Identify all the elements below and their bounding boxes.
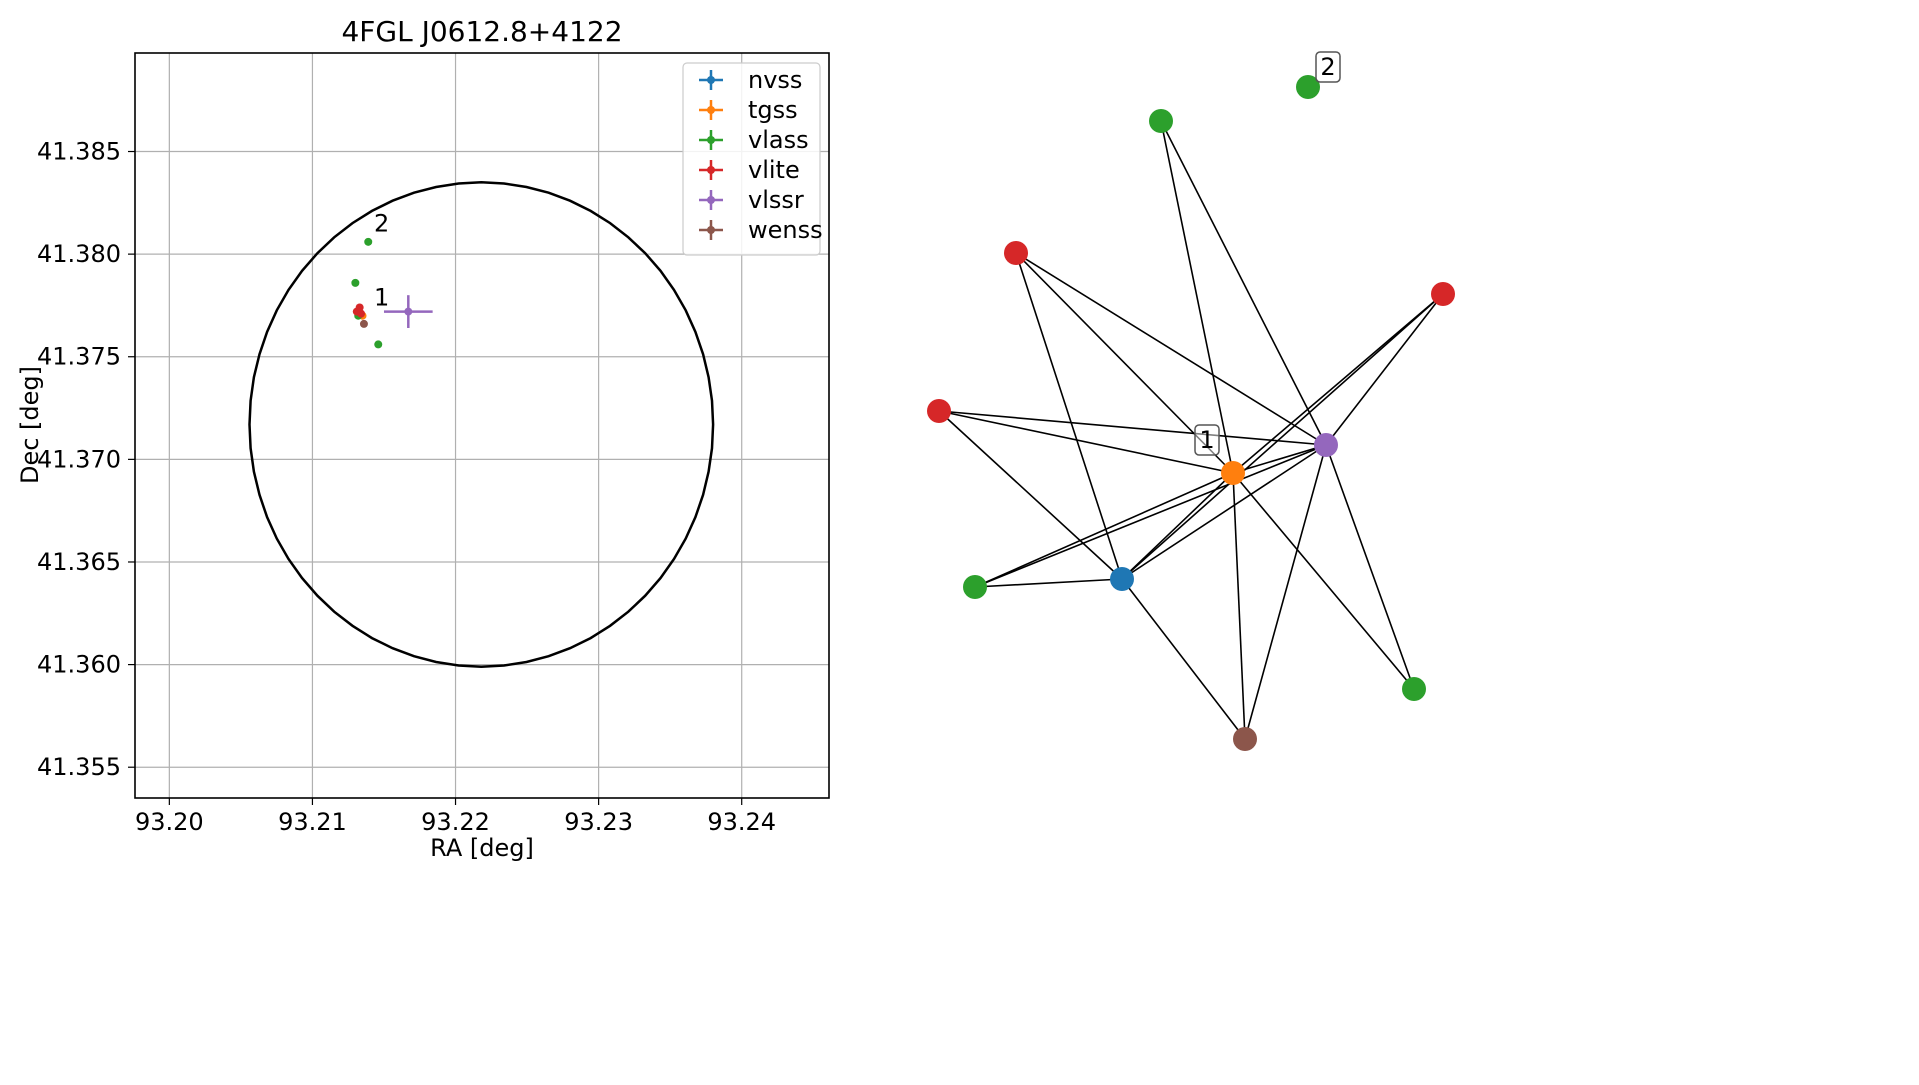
y-tick-label: 41.375 (37, 343, 121, 371)
graph-edge (1232, 472, 1415, 690)
graph-node (963, 575, 987, 599)
graph-edge (1121, 472, 1234, 580)
vlass-point (351, 278, 360, 287)
y-tick-label: 41.380 (37, 240, 121, 268)
annotations: 21 (374, 210, 389, 312)
legend-vlass-marker-dot (707, 136, 715, 144)
graph-edge (1015, 252, 1327, 446)
graph-edge (938, 410, 1327, 446)
graph-label-text: 2 (1320, 53, 1335, 81)
graph-edge (1121, 578, 1246, 740)
graph-edge (1160, 120, 1327, 446)
graph-edge (1325, 444, 1415, 690)
graph-node (1110, 567, 1134, 591)
vlite-point (357, 309, 366, 318)
graph-edge (1121, 293, 1444, 580)
annotation-label: 1 (374, 283, 389, 311)
x-tick-label: 93.20 (135, 808, 204, 836)
legend-vlssr-marker-dot (707, 196, 715, 204)
chart-title: 4FGL J0612.8+4122 (341, 15, 622, 48)
graph-edge (974, 578, 1123, 588)
graph-labels: 12 (1194, 51, 1341, 456)
legend-vlass-label: vlass (748, 126, 809, 154)
legend-tgss-marker-dot (707, 106, 715, 114)
x-tick-label: 93.21 (278, 808, 347, 836)
graph-edges (938, 120, 1444, 740)
graph-label-text: 1 (1199, 426, 1214, 454)
x-tick-label: 93.22 (421, 808, 490, 836)
graph-edge (1121, 444, 1327, 580)
graph-edge (1232, 472, 1246, 740)
graph-edge (1232, 444, 1327, 474)
graph-label-box (1194, 424, 1220, 456)
legend-wenss-marker-dot (707, 226, 715, 234)
vlite-point (355, 303, 364, 312)
legend-wenss-label: wenss (748, 216, 823, 244)
annotation-label: 2 (374, 210, 389, 238)
legend-vlssr-label: vlssr (748, 186, 804, 214)
ellipse-outline (248, 181, 715, 668)
y-tick-label: 41.385 (37, 138, 121, 166)
wenss-point (359, 319, 368, 328)
grid (135, 53, 829, 798)
graph-node (1233, 727, 1257, 751)
y-axis-label: Dec [deg] (16, 366, 44, 484)
legend-tgss-label: tgss (748, 96, 798, 124)
graph-edge (1325, 293, 1444, 446)
y-tick-label: 41.370 (37, 445, 121, 473)
graph-edge (1232, 293, 1444, 474)
x-tick-label: 93.24 (707, 808, 776, 836)
graph-node (1296, 75, 1320, 99)
graph-node (1004, 241, 1028, 265)
y-tick-label: 41.365 (37, 548, 121, 576)
plot-frame (134, 52, 830, 799)
graph-edge (938, 410, 1123, 580)
graph-edge (938, 410, 1234, 474)
scatter-chart: 4FGL J0612.8+4122 93.20 93.21 93.22 93.23 93… (16, 15, 830, 862)
localization-ellipse (248, 181, 715, 668)
graph-edge (1015, 252, 1123, 580)
network-graph: 12 (927, 51, 1455, 751)
graph-node (927, 399, 951, 423)
legend-vlite-marker-dot (707, 166, 715, 174)
vlass-point (374, 340, 383, 349)
x-ticks: 93.20 93.21 93.22 93.23 93.24 (135, 798, 776, 836)
legend-vlite-label: vlite (748, 156, 800, 184)
graph-nodes (927, 75, 1455, 751)
graph-edge (974, 444, 1327, 588)
graph-node (1149, 109, 1173, 133)
legend-nvss-marker-dot (707, 76, 715, 84)
vlass-point (364, 237, 373, 246)
vlssr-point (404, 307, 413, 316)
y-ticks: 41.355 41.360 41.365 41.370 41.375 41.380 41.3… (37, 138, 135, 781)
graph-edge (1160, 120, 1234, 474)
graph-node (1314, 433, 1338, 457)
graph-node (1402, 677, 1426, 701)
graph-edge (974, 472, 1234, 588)
data-points (351, 237, 433, 349)
y-tick-label: 41.360 (37, 651, 121, 679)
legend-nvss-label: nvss (748, 66, 802, 94)
x-axis-label: RA [deg] (430, 834, 534, 862)
x-tick-label: 93.23 (564, 808, 633, 836)
graph-node (1431, 282, 1455, 306)
y-tick-label: 41.355 (37, 753, 121, 781)
graph-edge (1244, 444, 1327, 740)
graph-label-box (1315, 51, 1341, 83)
graph-node (1221, 461, 1245, 485)
